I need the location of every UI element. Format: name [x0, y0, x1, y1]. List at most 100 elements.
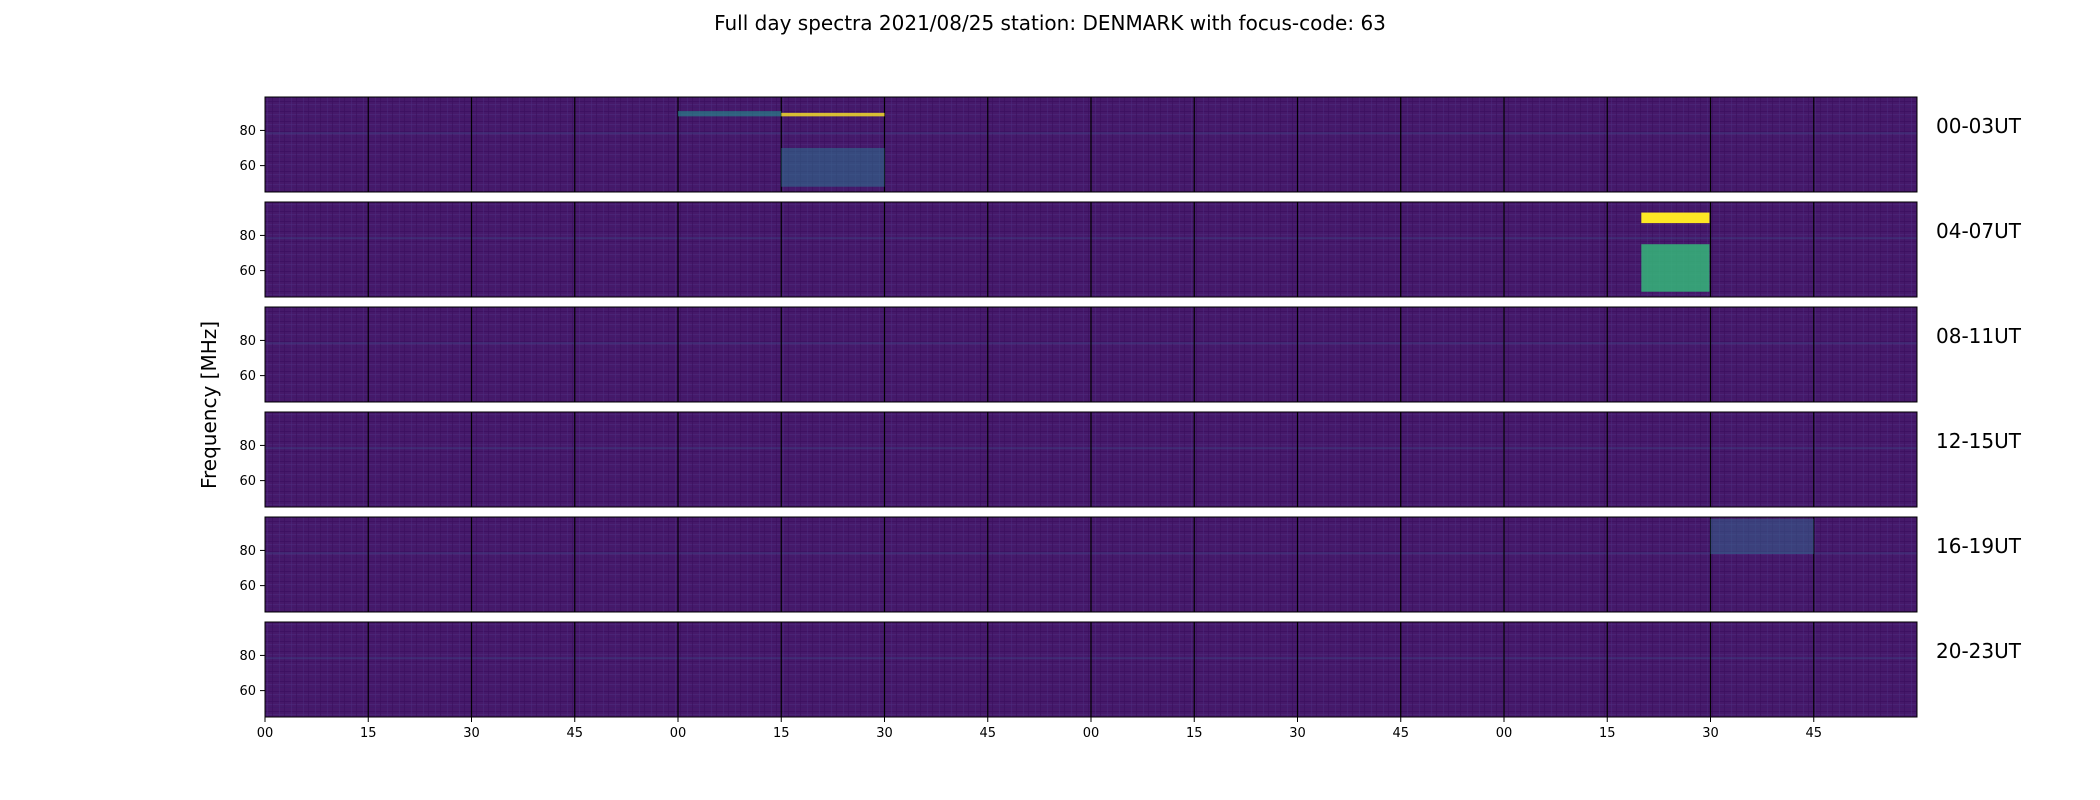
interference-band: [987, 552, 1091, 555]
interference-band: [1607, 552, 1711, 555]
y-tick-label: 60: [239, 684, 256, 699]
spectrum-panel: [1297, 517, 1401, 612]
interference-band: [1297, 447, 1401, 450]
x-tick-label: 00: [1083, 726, 1100, 741]
interference-band: [471, 447, 575, 450]
chart-title: Full day spectra 2021/08/25 station: DEN…: [714, 11, 1386, 35]
interference-band: [574, 342, 678, 345]
spectrum-panel: [1710, 202, 1814, 297]
interference-band: [781, 342, 885, 345]
x-tick-label: 00: [257, 726, 274, 741]
interference-band: [1400, 237, 1504, 240]
spectrum-panel: [574, 307, 678, 402]
row-time-label: 16-19UT: [1936, 534, 2022, 558]
x-tick-label: 45: [1805, 726, 1822, 741]
y-tick-label: 80: [239, 229, 256, 244]
interference-band: [368, 342, 472, 345]
spectrum-panel: [1504, 517, 1608, 612]
interference-band: [1297, 237, 1401, 240]
spectrum-panel: [884, 202, 988, 297]
spectrum-panel: [471, 517, 575, 612]
interference-band: [1710, 132, 1814, 135]
interference-band: [574, 552, 678, 555]
spectrum-panel: [1091, 202, 1195, 297]
interference-band: [471, 132, 575, 135]
interference-band: [1813, 552, 1917, 555]
spectrum-panel: [1091, 307, 1195, 402]
spectrum-panel: [1091, 412, 1195, 507]
spectrum-panel: [265, 622, 369, 717]
y-tick-label: 80: [239, 334, 256, 349]
spectrum-panel: [368, 202, 472, 297]
interference-band: [884, 657, 988, 660]
spectrum-panel: [781, 622, 885, 717]
spectrum-panel: [678, 202, 782, 297]
interference-band: [1504, 342, 1608, 345]
spectrum-panel: [1400, 307, 1504, 402]
interference-band: [471, 552, 575, 555]
spectrum-panel: [1194, 307, 1298, 402]
spectrum-panel: [1194, 97, 1298, 192]
y-tick-label: 60: [239, 369, 256, 384]
spectra-row: 60 80 00-03UT: [239, 96, 2022, 193]
spectrum-panel: [471, 97, 575, 192]
x-tick-label: 30: [1289, 726, 1306, 741]
spectrum-panel: [1813, 517, 1917, 612]
interference-band: [1813, 447, 1917, 450]
interference-band: [1400, 552, 1504, 555]
interference-band: [1813, 132, 1917, 135]
x-tick-label: 30: [463, 726, 480, 741]
interference-band: [884, 552, 988, 555]
spectrum-panel: [781, 202, 885, 297]
interference-band: [781, 552, 885, 555]
interference-band: [1504, 552, 1608, 555]
spectrum-panel: [1194, 202, 1298, 297]
interference-band: [368, 237, 472, 240]
spectrum-panel: [1297, 307, 1401, 402]
interference-band: [1091, 552, 1195, 555]
spectrum-panel: [1297, 412, 1401, 507]
row-frame: [264, 411, 1918, 508]
interference-band: [678, 342, 782, 345]
interference-band: [1607, 237, 1711, 240]
spectrum-panel: [1504, 307, 1608, 402]
spectrum-panel: [368, 307, 472, 402]
spectrum-panel: [368, 97, 472, 192]
interference-band: [987, 342, 1091, 345]
spectrum-panel: [987, 202, 1091, 297]
interference-band: [471, 342, 575, 345]
spectrum-panel: [574, 97, 678, 192]
spectrum-panel: [1091, 622, 1195, 717]
spectrum-panel: [781, 412, 885, 507]
interference-band: [1091, 447, 1195, 450]
y-tick-label: 80: [239, 544, 256, 559]
interference-band: [368, 447, 472, 450]
spectrum-panel: [987, 517, 1091, 612]
emission-feature: [678, 111, 782, 117]
spectra-row: 60 80 04-07UT: [239, 201, 2022, 298]
interference-band: [678, 657, 782, 660]
spectrum-panel: [884, 412, 988, 507]
interference-band: [471, 657, 575, 660]
x-tick-label: 45: [979, 726, 996, 741]
x-tick-label: 30: [876, 726, 893, 741]
interference-band: [781, 237, 885, 240]
spectrum-panel: [1504, 622, 1608, 717]
y-tick-label: 60: [239, 264, 256, 279]
interference-band: [265, 552, 369, 555]
spectrum-panel: [1607, 412, 1711, 507]
interference-band: [1400, 447, 1504, 450]
spectrum-panel: [265, 412, 369, 507]
y-axis-label: Frequency [MHz]: [197, 321, 221, 489]
interference-band: [1607, 657, 1711, 660]
interference-band: [987, 237, 1091, 240]
y-tick-label: 80: [239, 124, 256, 139]
spectrum-panel: [1607, 97, 1711, 192]
interference-band: [1091, 342, 1195, 345]
interference-band: [884, 342, 988, 345]
spectrum-panel: [1091, 97, 1195, 192]
spectrum-panel: [471, 307, 575, 402]
spectrum-panel: [574, 517, 678, 612]
spectrum-panel: [574, 622, 678, 717]
